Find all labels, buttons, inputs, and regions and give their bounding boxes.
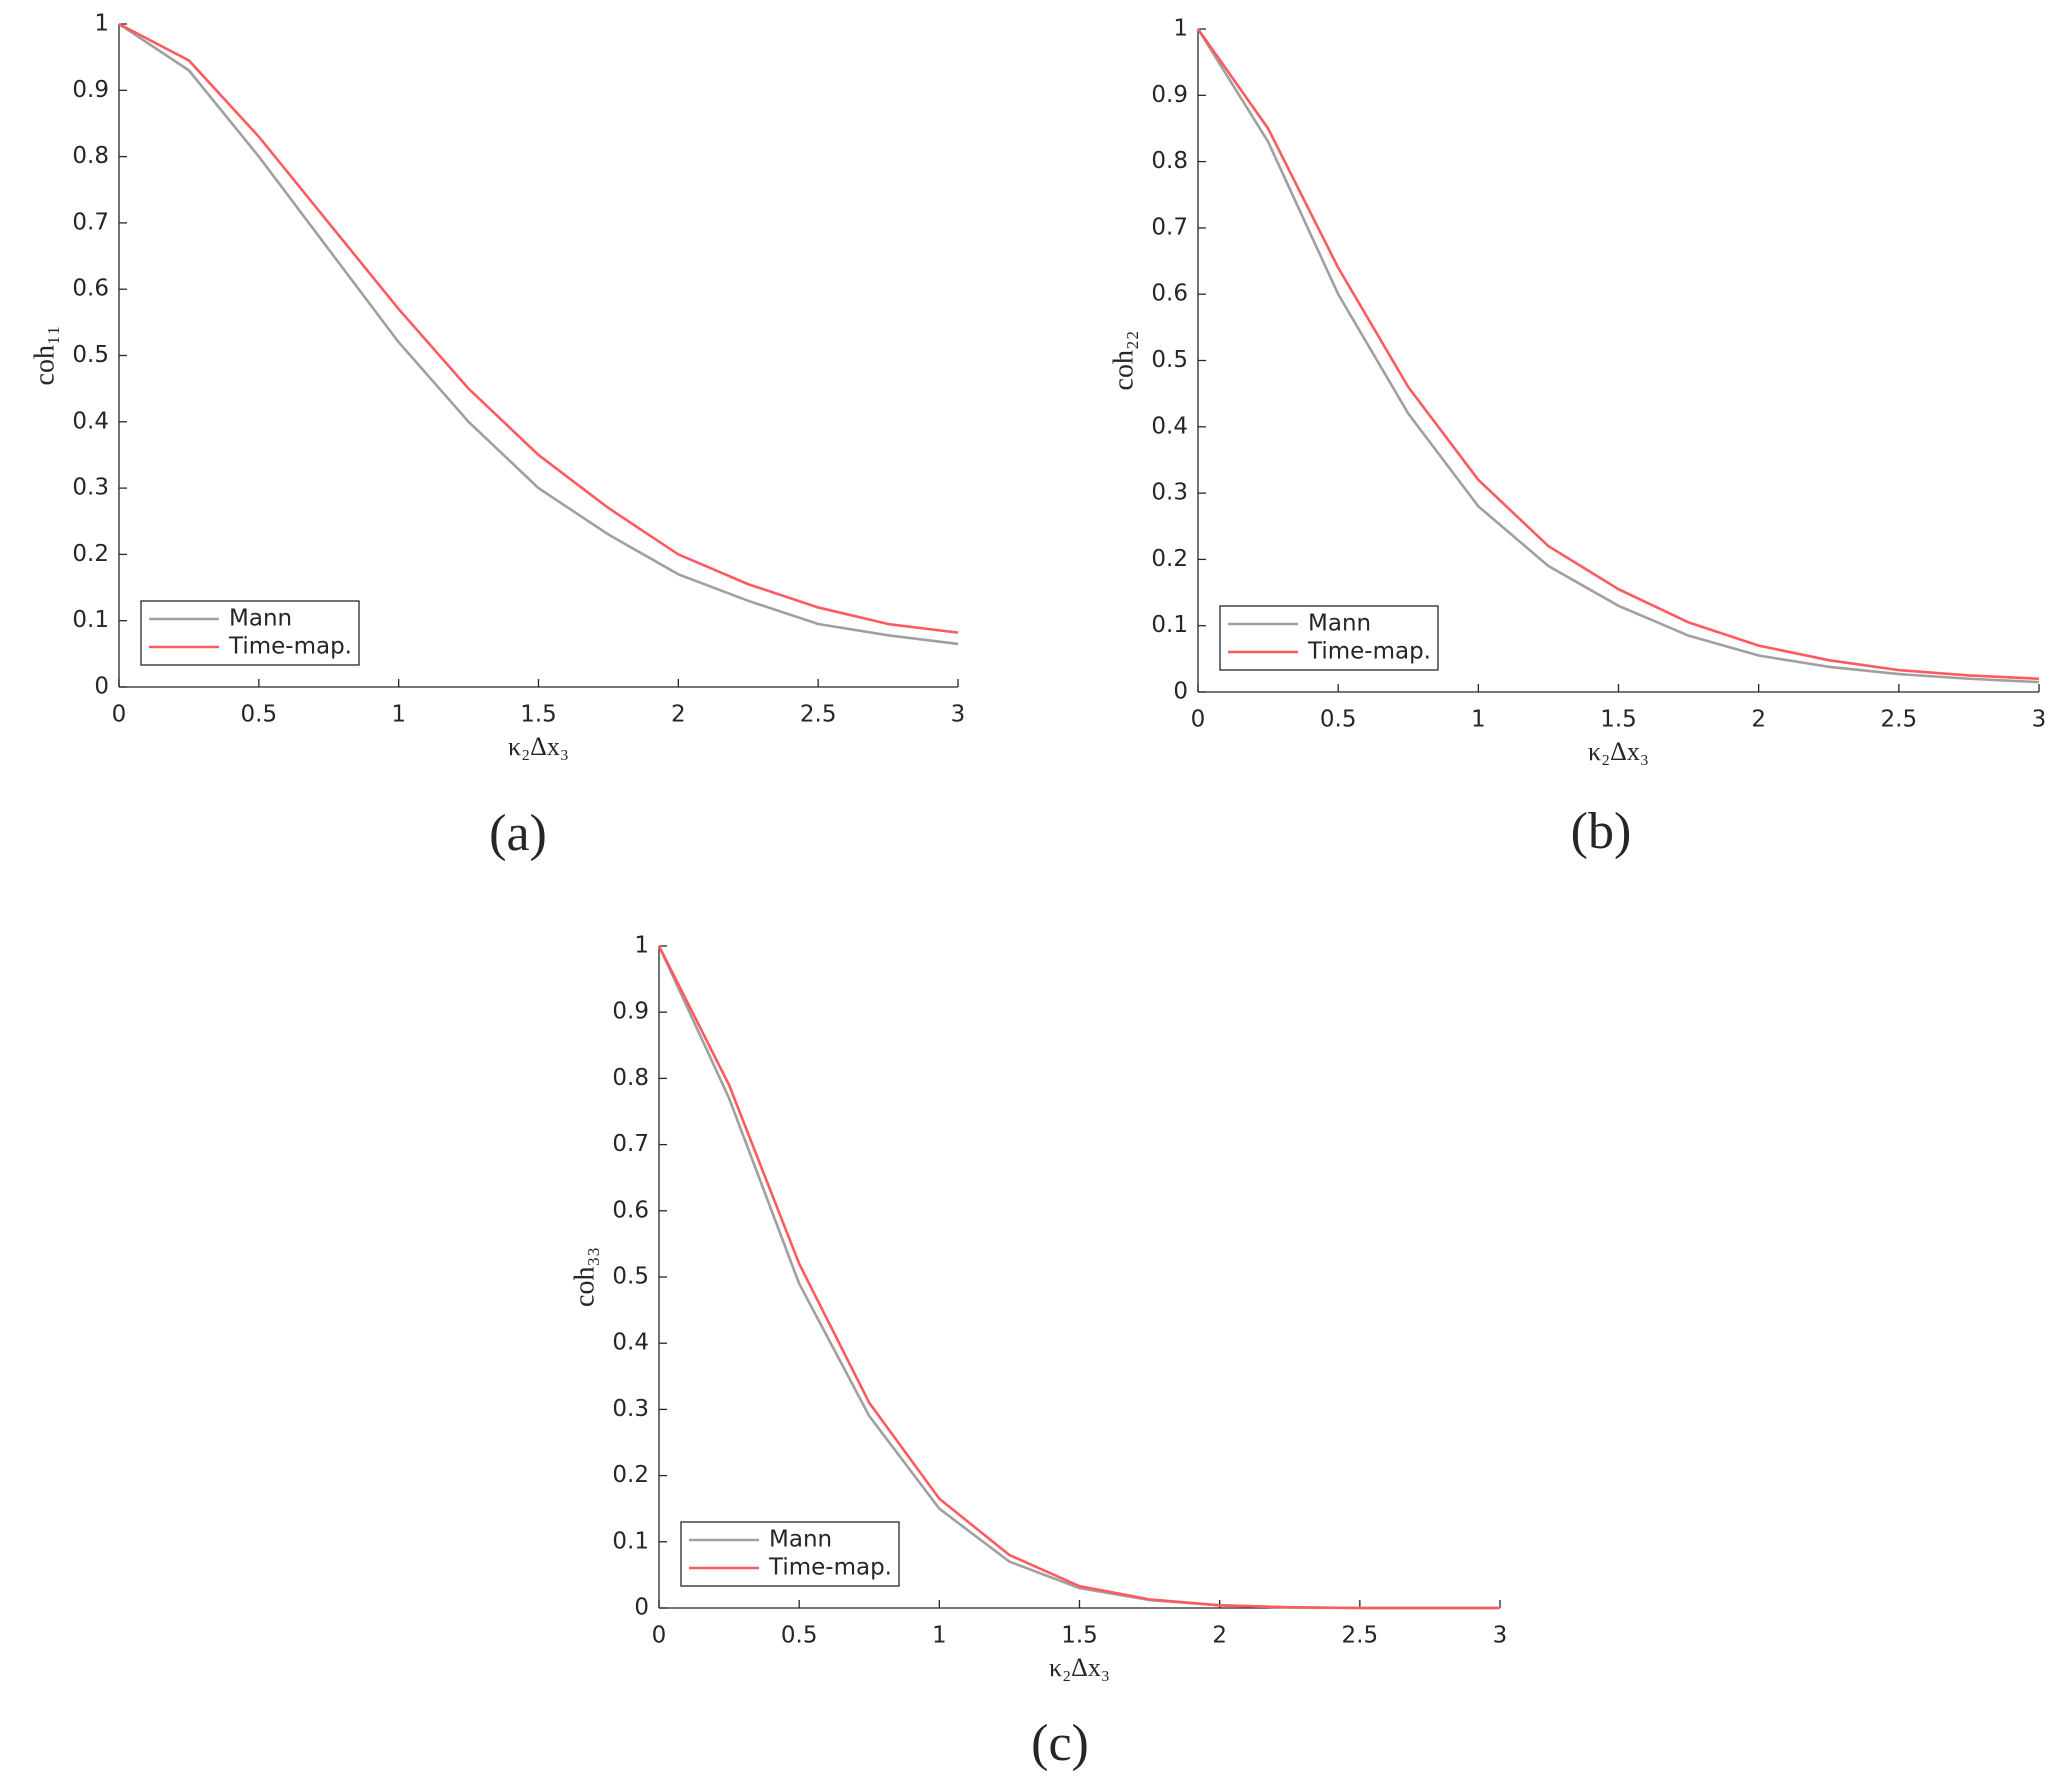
y-tick-label: 0.1 — [72, 607, 109, 633]
series-line — [118, 22, 959, 634]
y-tick-label: 0.9 — [1151, 82, 1188, 108]
series-line — [1196, 28, 2040, 681]
x-tick-label: 1.5 — [520, 702, 557, 728]
x-tick-label: 3 — [951, 702, 966, 728]
series-line — [657, 945, 1500, 1610]
y-tick-label: 0.6 — [72, 276, 109, 302]
x-tick-label: 2 — [1212, 1623, 1227, 1649]
y-tick-label: 0.3 — [72, 475, 109, 501]
x-tick-label: 0.5 — [1320, 707, 1357, 733]
y-tick-label: 1 — [634, 933, 649, 959]
y-tick-label: 0.4 — [72, 408, 109, 434]
y-tick-label: 0.5 — [1151, 347, 1188, 373]
x-tick-label: 2 — [1751, 707, 1766, 733]
y-tick-label: 0.1 — [612, 1528, 649, 1554]
x-tick-label: 1 — [391, 702, 406, 728]
series-line — [118, 22, 959, 646]
y-tick-label: 0.6 — [1151, 281, 1188, 307]
caption: (a) — [489, 805, 547, 862]
y-tick-label: 1 — [94, 11, 109, 37]
x-tick-label: 0 — [112, 702, 127, 728]
y-tick-label: 0.5 — [612, 1264, 649, 1290]
legend-label: Mann — [769, 1527, 832, 1553]
y-tick-label: 0.9 — [612, 999, 649, 1025]
caption: (c) — [1031, 1715, 1089, 1772]
legend-box — [1219, 605, 1439, 671]
x-axis-label: κ₂Δx₃ — [1049, 1653, 1110, 1682]
y-tick-label: 0.8 — [1151, 148, 1188, 174]
legend-label: Time-map. — [1307, 639, 1431, 665]
x-tick-label: 0 — [652, 1623, 667, 1649]
y-axis-label: coh₂₂ — [1108, 331, 1139, 391]
x-tick-label: 1 — [1471, 707, 1486, 733]
series-line — [657, 945, 1500, 1610]
y-tick-label: 0.8 — [72, 143, 109, 169]
x-tick-label: 2.5 — [1881, 707, 1918, 733]
legend-label: Time-map. — [228, 634, 352, 660]
x-tick-label: 0.5 — [241, 702, 278, 728]
y-tick-label: 0.7 — [72, 209, 109, 235]
x-tick-label: 0.5 — [781, 1623, 818, 1649]
series-line — [1196, 28, 2040, 684]
x-tick-label: 3 — [2032, 707, 2047, 733]
y-tick-label: 0 — [94, 674, 109, 700]
y-tick-label: 0 — [634, 1595, 649, 1621]
legend-label: Mann — [1308, 611, 1371, 637]
x-tick-label: 1 — [932, 1623, 947, 1649]
y-tick-label: 0.5 — [72, 342, 109, 368]
y-axis-label: coh₁₁ — [29, 326, 60, 386]
y-tick-label: 0 — [1173, 679, 1188, 705]
legend-label: Mann — [229, 606, 292, 632]
x-tick-label: 1.5 — [1600, 707, 1637, 733]
y-tick-label: 0.9 — [72, 77, 109, 103]
y-tick-label: 0.4 — [612, 1330, 649, 1356]
x-axis-label: κ₂Δx₃ — [508, 732, 569, 761]
legend-box — [140, 600, 360, 666]
x-tick-label: 2 — [671, 702, 686, 728]
x-tick-label: 1.5 — [1061, 1623, 1098, 1649]
y-tick-label: 0.2 — [1151, 546, 1188, 572]
x-tick-label: 3 — [1493, 1623, 1508, 1649]
y-tick-label: 0.2 — [612, 1462, 649, 1488]
legend-box — [680, 1521, 900, 1587]
x-tick-label: 0 — [1191, 707, 1206, 733]
y-tick-label: 0.1 — [1151, 612, 1188, 638]
y-tick-label: 0.6 — [612, 1197, 649, 1223]
y-tick-label: 0.7 — [1151, 214, 1188, 240]
y-tick-label: 0.3 — [612, 1396, 649, 1422]
x-tick-label: 2.5 — [1342, 1623, 1379, 1649]
x-axis-label: κ₂Δx₃ — [1588, 737, 1649, 766]
y-tick-label: 0.7 — [612, 1131, 649, 1157]
y-tick-label: 0.2 — [72, 541, 109, 567]
legend-label: Time-map. — [768, 1555, 892, 1581]
y-tick-label: 0.3 — [1151, 480, 1188, 506]
y-tick-label: 1 — [1173, 16, 1188, 42]
y-tick-label: 0.4 — [1151, 413, 1188, 439]
y-tick-label: 0.8 — [612, 1065, 649, 1091]
x-tick-label: 2.5 — [800, 702, 837, 728]
y-axis-label: coh₃₃ — [569, 1247, 600, 1307]
caption: (b) — [1571, 803, 1632, 860]
